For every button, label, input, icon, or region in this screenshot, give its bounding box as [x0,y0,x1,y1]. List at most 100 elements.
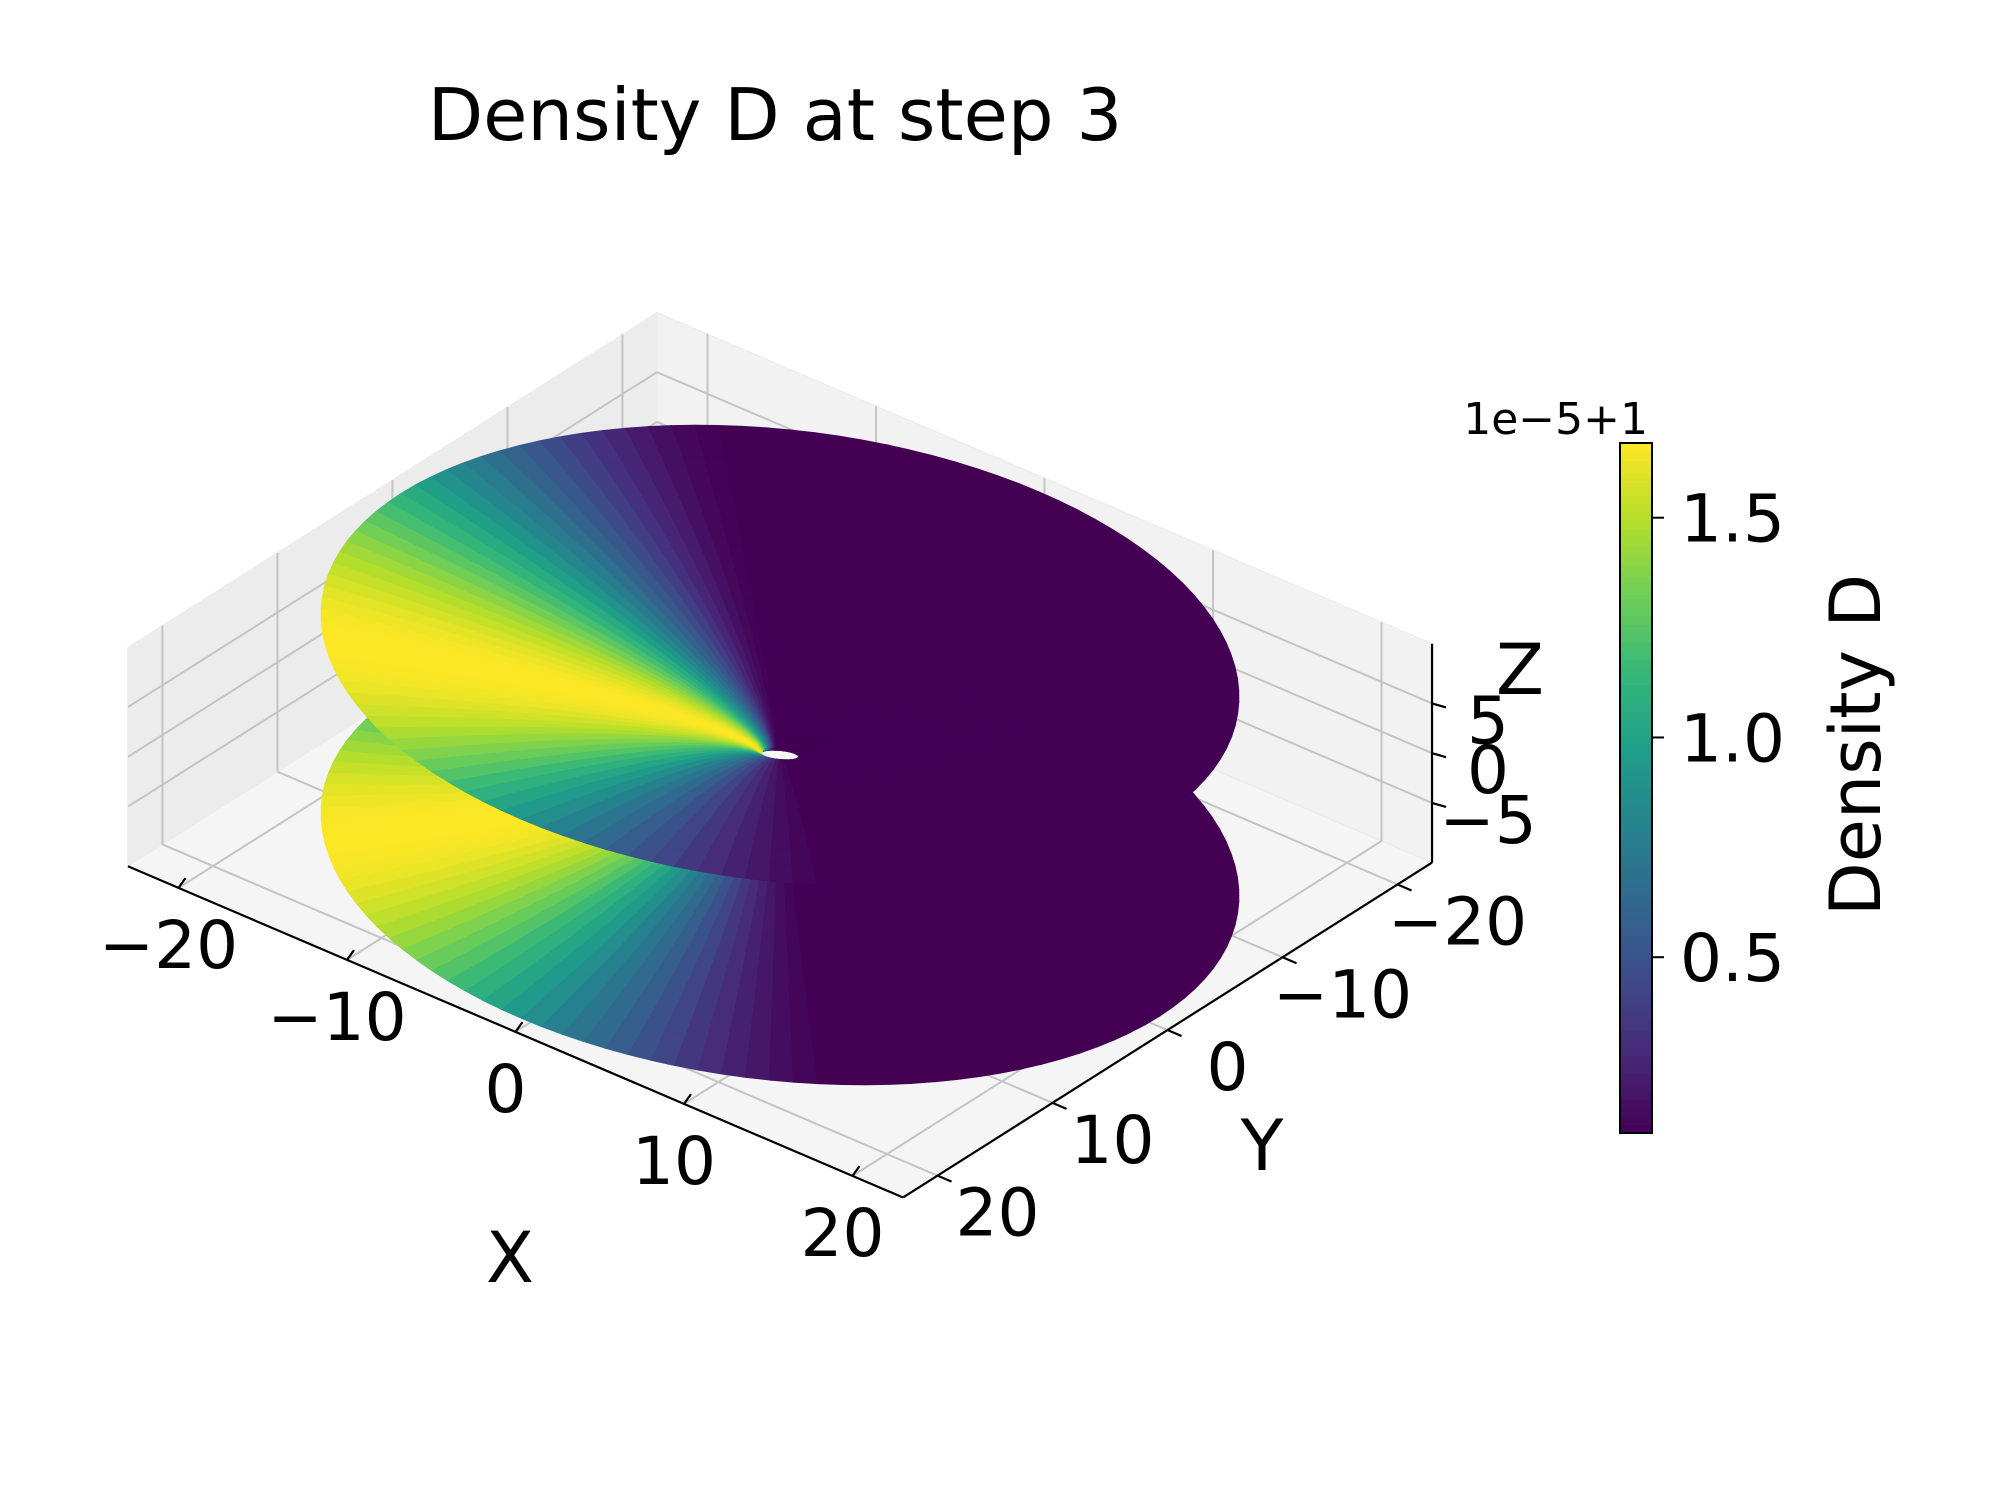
colorbar-segment [1620,1029,1652,1039]
y-tick-1 [1282,956,1297,965]
surface-patch [972,732,1013,739]
colorbar-segment [1620,727,1652,738]
colorbar-segment [1620,563,1652,574]
colorbar-segment [1620,503,1652,513]
surface-patch [788,429,815,465]
y-tick-0 [1397,883,1412,892]
surface-patch [769,1048,794,1083]
colorbar-segment [1620,546,1652,556]
colorbar-segment [1620,926,1652,936]
colorbar-segment [1620,796,1652,807]
colorbar-segment [1620,1115,1652,1126]
x-tick-label-4: 20 [801,1195,885,1272]
colorbar-segment [1620,986,1652,996]
surface-patch [772,818,790,836]
colorbar-segment [1620,891,1652,901]
colorbar-segment [1620,960,1652,970]
z-tick-2 [1431,702,1447,709]
colorbar-segment [1620,477,1652,487]
colorbar-segment [1620,624,1652,634]
colorbar-segment [1620,969,1652,979]
colorbar-segment [1620,831,1652,841]
colorbar-segment [1620,857,1652,867]
colorbar-segment [1620,667,1652,677]
surface-patch [321,784,375,797]
surface-patch [1052,716,1098,727]
colorbar-segment [1620,1089,1652,1100]
surface-patch [758,932,776,962]
density-surface [320,424,1240,1086]
colorbar-segment [1620,744,1652,755]
colorbar-segment [1620,486,1652,496]
z-tick-label-2: 5 [1467,682,1509,759]
colorbar-segment [1620,537,1652,548]
colorbar-segment [1620,494,1652,505]
surface-patch [770,518,788,549]
colorbar-segment [1620,1098,1652,1108]
colorbar-segment [1620,675,1652,686]
surface-patch [1188,701,1240,716]
colorbar-segment [1620,701,1652,712]
colorbar-segment [1620,615,1652,625]
surface-patch [773,934,789,964]
surface-patch [376,764,428,777]
surface-patch [937,860,980,882]
surface-patch [766,427,791,462]
colorbar-segment [1620,995,1652,1005]
colorbar-segment [1620,572,1652,582]
colorbar-segment [1620,1055,1652,1065]
surface-patch [771,988,792,1021]
colorbar-segment [1620,555,1652,565]
colorbar-segment [1620,650,1652,660]
surface-patch [752,830,774,849]
colorbar-segment [1620,693,1652,703]
x-axis-label: X [486,1217,534,1299]
colorbar-segment [1620,1038,1652,1048]
x-tick-0 [177,877,187,889]
colorbar-segment [1620,684,1652,694]
surface-patch [749,488,772,520]
colorbar-segment [1620,1081,1652,1091]
surface-patch [761,793,776,808]
colorbar-segment [1620,468,1652,479]
x-tick-label-3: 10 [632,1123,716,1200]
surface-patch [767,458,790,492]
surface-patch [753,517,773,548]
colorbar-segment [1620,934,1652,945]
colorbar-segment [1620,865,1652,876]
colorbar-segment [1620,805,1652,815]
x-tick-label-1: −10 [267,979,406,1056]
colorbar-segment [1620,762,1652,772]
colorbar-segment [1620,1072,1652,1083]
surface-patch [745,861,772,882]
colorbar-segment [1620,813,1652,824]
colorbar-segment [1620,1012,1652,1022]
colorbar-segment [1620,443,1652,453]
colorbar-segment [1620,1020,1652,1031]
y-tick-3 [1052,1101,1067,1110]
colorbar-offset-text: 1e−5+1 [1463,394,1648,445]
surface-patch [748,1015,773,1050]
surface-patch [787,460,812,495]
colorbar-tick-label-2: 1.5 [1680,481,1785,558]
colorbar-segment [1620,641,1652,651]
colorbar-segment [1620,719,1652,729]
z-tick-label-1: 0 [1467,732,1509,809]
colorbar-segment [1620,581,1652,591]
colorbar-segment [1620,908,1652,919]
surface-patch [755,817,775,834]
surface-patch [761,907,776,936]
surface-patch [1011,725,1054,734]
y-tick-label-0: −20 [1388,883,1527,960]
surface-patch [758,805,776,820]
surface-patch [774,908,788,937]
z-axis-label: Z [1496,629,1544,711]
colorbar-segment [1620,1003,1652,1014]
surface-patch [775,646,784,670]
surface-patch [1141,703,1191,717]
x-tick-1 [346,949,355,961]
x-tick-label-2: 0 [485,1051,527,1128]
surface-patch [771,832,792,851]
colorbar-segment [1620,943,1652,953]
